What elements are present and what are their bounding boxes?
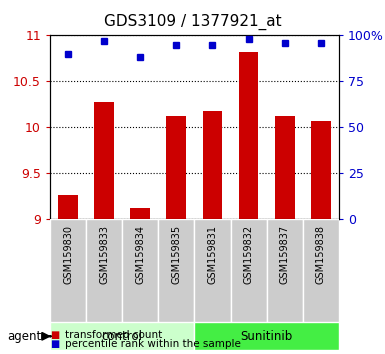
Text: GSM159835: GSM159835 — [171, 225, 181, 284]
Text: GSM159838: GSM159838 — [316, 225, 326, 284]
Bar — [194, 322, 339, 350]
Bar — [158, 219, 194, 322]
Bar — [266, 219, 303, 322]
Text: transformed count: transformed count — [65, 330, 163, 339]
Bar — [275, 116, 295, 219]
Text: GSM159834: GSM159834 — [135, 225, 145, 284]
Bar — [86, 219, 122, 322]
Text: GSM159833: GSM159833 — [99, 225, 109, 284]
Bar — [94, 102, 114, 219]
Bar — [231, 219, 266, 322]
Text: GSM159837: GSM159837 — [280, 225, 290, 284]
Bar — [203, 111, 223, 219]
Bar — [303, 219, 339, 322]
Bar — [194, 219, 231, 322]
Text: GSM159831: GSM159831 — [208, 225, 218, 284]
Text: GDS3109 / 1377921_at: GDS3109 / 1377921_at — [104, 14, 281, 30]
Text: control: control — [102, 330, 143, 343]
Text: percentile rank within the sample: percentile rank within the sample — [65, 339, 241, 349]
Bar — [58, 195, 78, 219]
Bar — [122, 219, 158, 322]
Bar — [166, 116, 186, 219]
Text: GSM159832: GSM159832 — [244, 225, 254, 284]
Text: ■: ■ — [50, 330, 59, 339]
Text: GSM159830: GSM159830 — [63, 225, 73, 284]
Text: agent: agent — [8, 330, 42, 343]
Bar — [50, 322, 194, 350]
Text: ■: ■ — [50, 339, 59, 349]
Bar — [311, 121, 331, 219]
Text: Sunitinib: Sunitinib — [241, 330, 293, 343]
Bar — [239, 52, 258, 219]
Bar — [50, 219, 86, 322]
Bar — [131, 209, 150, 219]
